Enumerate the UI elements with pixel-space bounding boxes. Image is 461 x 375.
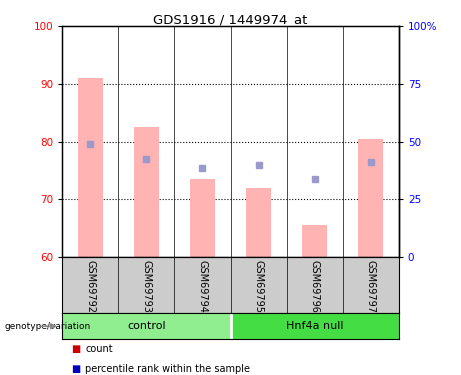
Text: GSM69795: GSM69795 [254, 260, 264, 313]
Text: GSM69792: GSM69792 [85, 260, 95, 313]
Text: GSM69794: GSM69794 [197, 260, 207, 313]
Text: GSM69797: GSM69797 [366, 260, 376, 313]
Text: ■: ■ [71, 344, 81, 354]
Bar [246, 188, 271, 257]
Bar [134, 127, 159, 257]
Text: percentile rank within the sample: percentile rank within the sample [85, 364, 250, 374]
Bar [77, 78, 103, 257]
Text: control: control [127, 321, 165, 331]
Text: GSM69796: GSM69796 [310, 260, 319, 313]
Bar [358, 139, 384, 257]
Text: GSM69793: GSM69793 [142, 260, 151, 313]
Text: ■: ■ [71, 364, 81, 374]
Text: count: count [85, 344, 113, 354]
Bar [62, 313, 230, 339]
Bar [230, 313, 399, 339]
Bar [302, 225, 327, 257]
Text: GDS1916 / 1449974_at: GDS1916 / 1449974_at [154, 13, 307, 26]
Text: Hnf4a null: Hnf4a null [286, 321, 343, 331]
Bar [190, 179, 215, 257]
Text: genotype/variation: genotype/variation [5, 322, 91, 331]
